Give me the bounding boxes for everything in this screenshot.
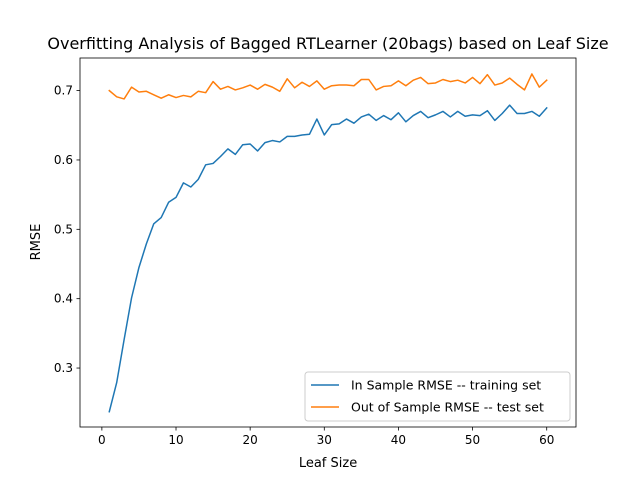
plot-area: 0 10 20 30 40 50 60 0.3 0.4 0.5 0.6 0.7 In Sample RM… <box>54 57 577 447</box>
legend-entry-label: In Sample RMSE -- training set <box>351 378 541 393</box>
y-tick-label: 0.5 <box>54 222 73 236</box>
y-tick-label: 0.6 <box>54 153 73 167</box>
legend-entry-label: Out of Sample RMSE -- test set <box>351 400 544 415</box>
x-axis-label: Leaf Size <box>299 456 357 471</box>
x-tick-label: 50 <box>465 433 480 447</box>
legend: In Sample RMSE -- training set Out of Sam… <box>304 371 571 422</box>
y-axis-label: RMSE <box>29 224 44 261</box>
legend-box <box>304 371 571 422</box>
series-line-training <box>108 104 548 413</box>
chart-title: Overfitting Analysis of Bagged RTLearner… <box>47 34 608 53</box>
x-tick-label: 20 <box>243 433 258 447</box>
x-tick-label: 10 <box>168 433 183 447</box>
y-tick-label: 0.3 <box>54 361 73 375</box>
x-tick-label: 40 <box>391 433 406 447</box>
y-tick-label: 0.7 <box>54 84 73 98</box>
x-tick-label: 60 <box>539 433 554 447</box>
series-line-test <box>108 73 548 100</box>
axes-frame <box>79 57 577 428</box>
x-tick-label: 30 <box>317 433 332 447</box>
y-tick-label: 0.4 <box>54 292 73 306</box>
x-tick-label: 0 <box>98 433 106 447</box>
